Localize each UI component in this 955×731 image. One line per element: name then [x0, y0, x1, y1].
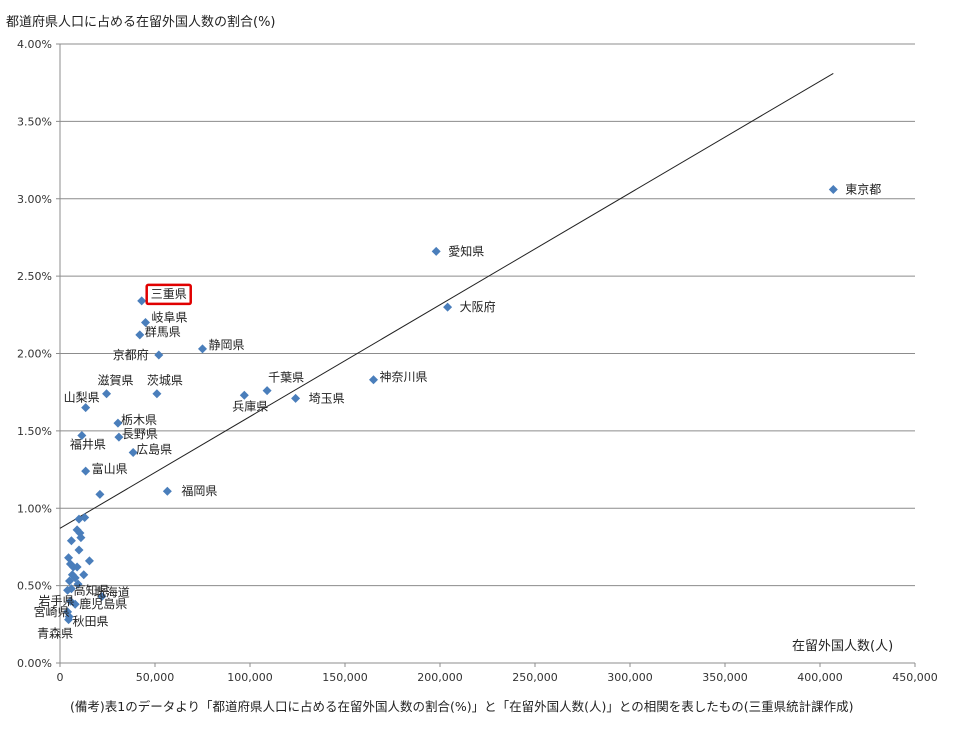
data-label: 鹿児島県	[79, 596, 127, 611]
data-label: 群馬県	[145, 325, 181, 339]
data-label: 広島県	[136, 442, 172, 457]
data-point	[70, 599, 80, 609]
data-point	[114, 432, 124, 442]
x-tick-label: 200,000	[417, 671, 463, 684]
data-label: 滋賀県	[98, 374, 134, 388]
y-tick-label: 1.50%	[17, 425, 52, 438]
data-point	[113, 418, 123, 428]
axes: 0.00% 0.50% 1.00% 1.50% 2.00% 2.50% 3.00% 3.50%…	[17, 38, 938, 684]
trendline-path	[59, 72, 834, 529]
data-point	[97, 591, 107, 601]
data-label: 三重県	[151, 287, 187, 301]
data-point	[77, 431, 87, 441]
data-point	[81, 466, 91, 476]
data-label: 岐阜県	[152, 311, 188, 325]
data-point	[162, 486, 172, 496]
data-point	[72, 562, 82, 572]
x-tick-label: 250,000	[512, 671, 558, 684]
data-point	[141, 318, 150, 328]
data-point	[262, 386, 272, 396]
data-point	[239, 390, 249, 400]
y-tick-label: 4.00%	[17, 38, 52, 51]
data-label: 宮崎県	[34, 604, 70, 619]
data-label: 高知県	[74, 582, 110, 597]
data-point	[828, 184, 838, 194]
data-label: 栃木県	[121, 413, 157, 427]
y-tick-label: 1.00%	[17, 502, 52, 515]
data-point	[84, 556, 94, 566]
data-label: 北海道	[94, 584, 130, 599]
data-point	[66, 536, 76, 546]
data-point	[81, 403, 91, 413]
data-label: 埼玉県	[309, 391, 345, 405]
data-label: 山梨県	[64, 391, 100, 405]
data-point	[66, 584, 76, 594]
x-tick-label: 300,000	[607, 671, 653, 684]
data-point	[102, 389, 112, 399]
trendline	[59, 72, 834, 529]
data-point	[152, 389, 162, 399]
data-point	[73, 579, 83, 589]
x-axis-title: 在留外国人数(人)	[792, 639, 893, 654]
x-tick-label: 350,000	[702, 671, 748, 684]
data-label: 岩手県	[38, 593, 74, 608]
gridlines	[60, 43, 915, 664]
y-tick-label: 0.50%	[17, 580, 52, 593]
data-label: 東京都	[845, 182, 881, 196]
data-label: 静岡県	[209, 338, 245, 352]
data-label: 神奈川県	[380, 370, 428, 384]
data-point	[64, 612, 74, 622]
data-label: 千葉県	[268, 371, 304, 385]
y-tick-label: 3.50%	[17, 115, 52, 128]
y-axis-title: 都道府県人口に占める在留外国人数の割合(%)	[6, 14, 276, 30]
data-label: 大阪府	[460, 299, 496, 314]
data-label: 福岡県	[181, 483, 217, 498]
data-point	[74, 545, 84, 555]
data-point	[135, 330, 145, 340]
data-label: 富山県	[92, 461, 128, 476]
x-tick-label: 400,000	[797, 671, 843, 684]
data-point	[76, 533, 86, 543]
data-point	[443, 302, 453, 312]
y-tick-label: 2.50%	[17, 270, 52, 283]
data-point	[291, 393, 301, 403]
highlight-box	[145, 283, 192, 306]
data-label: 茨城県	[147, 374, 183, 388]
chart-note: (備考)表1のデータより「都道府県人口に占める在留外国人数の割合(%)」と「在留…	[70, 699, 853, 714]
y-tick-label: 0.00%	[17, 657, 52, 670]
data-point	[198, 344, 207, 354]
data-label: 京都府	[113, 347, 149, 362]
y-tick-label: 3.00%	[17, 193, 52, 206]
data-point	[154, 350, 164, 360]
x-tick-label: 0	[57, 671, 64, 684]
data-point	[137, 296, 147, 306]
data-label: 秋田県	[73, 615, 109, 629]
x-tick-label: 50,000	[136, 671, 175, 684]
data-point	[369, 375, 378, 385]
data-point	[128, 448, 138, 458]
y-tick-label: 2.00%	[17, 348, 52, 361]
data-point	[431, 246, 441, 256]
x-tick-label: 150,000	[322, 671, 368, 684]
data-point	[74, 514, 84, 524]
data-label: 福井県	[70, 437, 106, 452]
data-points	[63, 184, 838, 625]
x-tick-label: 100,000	[227, 671, 273, 684]
data-label: 愛知県	[448, 244, 484, 258]
data-label: 青森県	[37, 626, 73, 641]
x-tick-label: 450,000	[892, 671, 938, 684]
data-label: 兵庫県	[232, 399, 268, 413]
data-point	[65, 576, 74, 586]
data-point	[79, 570, 89, 580]
data-label: 長野県	[122, 427, 158, 441]
data-point	[95, 489, 105, 499]
